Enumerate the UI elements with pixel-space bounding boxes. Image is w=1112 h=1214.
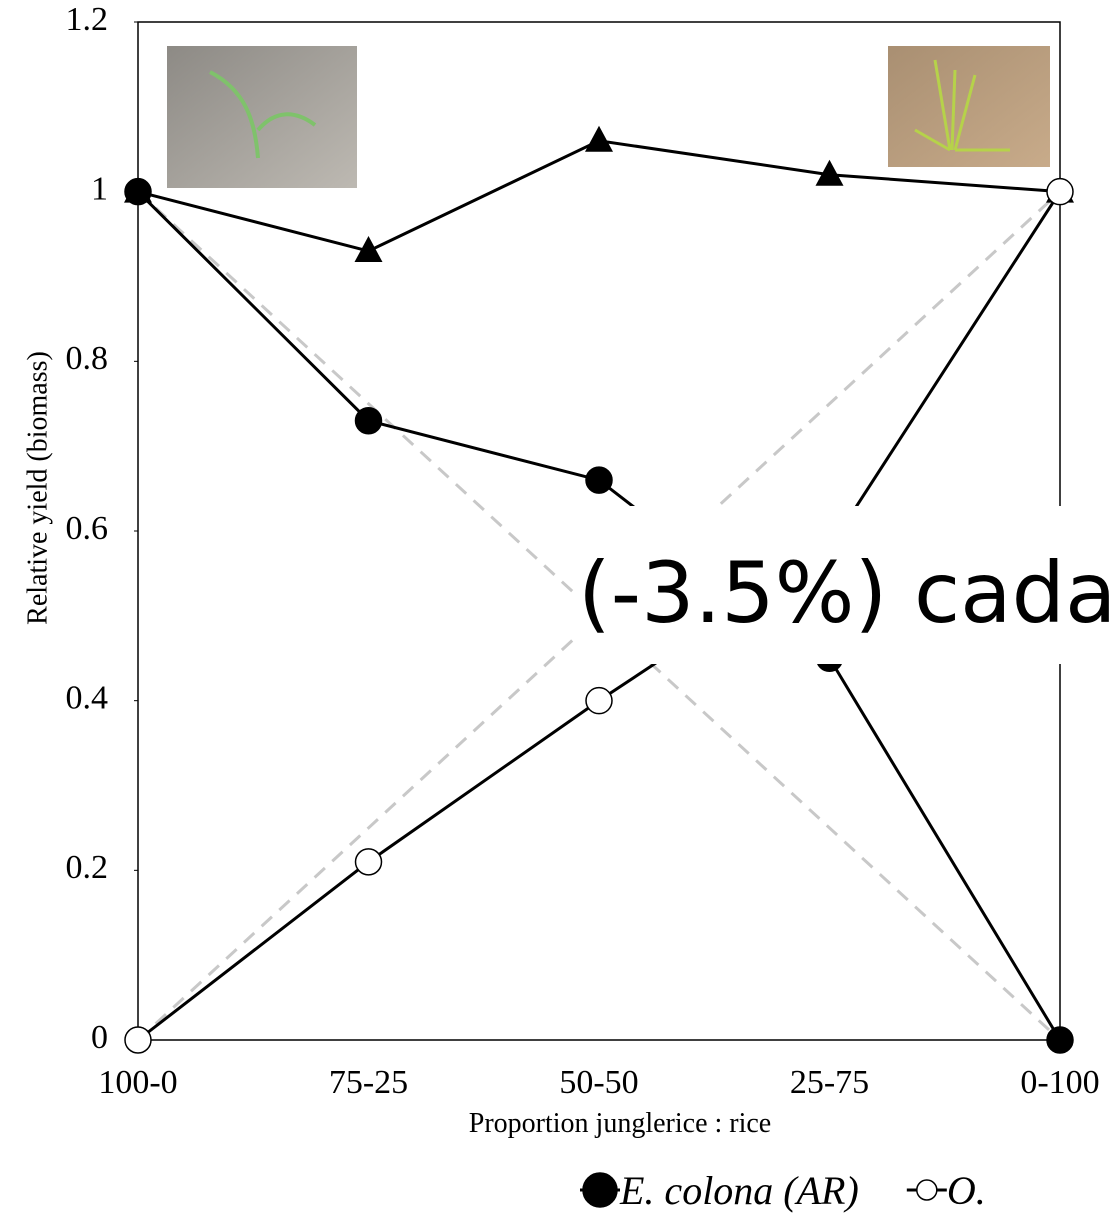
y-axis-title: Relative yield (biomass) — [22, 351, 53, 625]
point — [354, 406, 383, 435]
point — [585, 686, 613, 715]
y-tick-label: 0.8 — [66, 340, 109, 377]
photo-left — [167, 46, 357, 188]
x-tick-label: 50-50 — [559, 1064, 638, 1101]
point — [1046, 1026, 1074, 1054]
y-tick-label: 1 — [91, 170, 108, 207]
x-axis-title: Proportion junglerice : rice — [469, 1108, 771, 1139]
y-tick-label: 0.4 — [66, 679, 109, 716]
annotation-overlay: (-3.5%) cada — [576, 506, 1112, 664]
point — [815, 159, 844, 186]
point — [124, 1026, 152, 1054]
legend-marker — [916, 1179, 938, 1201]
y-tick-label: 0 — [91, 1019, 108, 1056]
x-tick-label: 100-0 — [98, 1064, 177, 1101]
point — [354, 848, 383, 876]
point — [585, 466, 613, 494]
legend-marker — [582, 1172, 618, 1208]
annotation: (-3.5%) cada — [578, 544, 1112, 642]
point — [354, 236, 383, 263]
y-tick-label: 0.6 — [66, 510, 109, 547]
x-tick-label: 75-25 — [329, 1064, 408, 1101]
y-tick-label: 0.2 — [66, 849, 109, 886]
point — [585, 125, 613, 152]
legend-label: E. colona (AR) — [619, 1168, 859, 1213]
legend-label: O. — [947, 1168, 986, 1213]
annotation-box — [576, 506, 1112, 664]
y-tick-label: 1.2 — [66, 1, 109, 38]
photo-right — [888, 46, 1050, 167]
x-tick-label: 25-75 — [790, 1064, 869, 1101]
point — [124, 177, 152, 206]
x-tick-label: 0-100 — [1020, 1064, 1099, 1101]
point — [1046, 177, 1074, 206]
